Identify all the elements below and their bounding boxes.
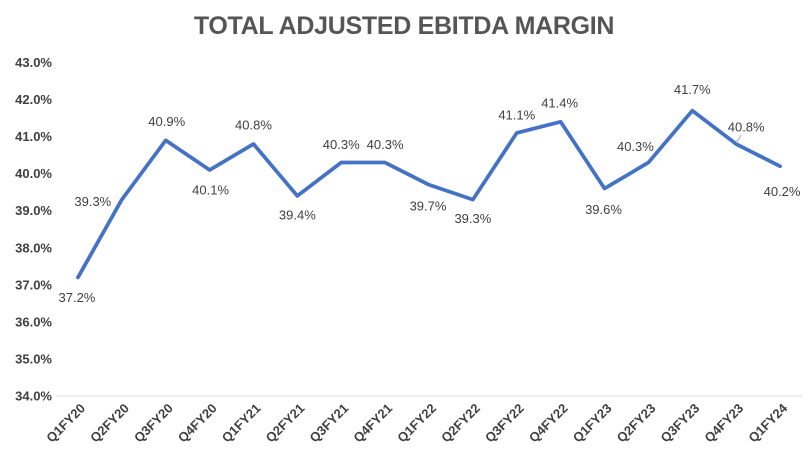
- data-point-label: 40.1%: [192, 182, 229, 197]
- y-axis-tick-label: 42.0%: [15, 92, 52, 107]
- x-axis-category-label: Q3FY21: [307, 401, 352, 446]
- label-leader-line: [735, 134, 742, 144]
- series-line: [76, 108, 782, 280]
- x-axis-category-label: Q2FY23: [614, 401, 659, 446]
- data-point-label: 39.4%: [279, 207, 316, 222]
- x-axis-category-label: Q3FY22: [482, 401, 527, 446]
- y-axis-tick-label: 43.0%: [15, 55, 52, 70]
- data-point-label: 40.3%: [323, 137, 360, 152]
- x-axis-category-label: Q1FY22: [394, 401, 439, 446]
- x-axis-category-label: Q4FY23: [701, 401, 746, 446]
- data-point-label: 39.3%: [454, 211, 491, 226]
- x-axis-category-label: Q4FY22: [526, 401, 571, 446]
- y-axis-tick-label: 39.0%: [15, 203, 52, 218]
- data-point-label: 39.3%: [74, 194, 111, 209]
- data-point-label: 37.2%: [59, 290, 96, 305]
- data-point-label: 39.7%: [410, 198, 447, 213]
- data-point-label: 40.3%: [367, 137, 404, 152]
- y-axis-tick-label: 34.0%: [15, 389, 52, 404]
- y-axis-tick-label: 35.0%: [15, 351, 52, 366]
- x-axis-category-label: Q4FY20: [175, 401, 220, 446]
- y-axis-tick-label: 36.0%: [15, 314, 52, 329]
- x-axis-category-label: Q1FY20: [43, 401, 88, 446]
- x-axis-category-label: Q3FY20: [131, 401, 176, 446]
- data-point-label: 40.8%: [728, 120, 765, 135]
- data-point-label: 40.3%: [617, 139, 654, 154]
- x-axis-category-label: Q2FY22: [438, 401, 483, 446]
- x-axis-category-label: Q3FY23: [658, 401, 703, 446]
- y-axis-tick-label: 41.0%: [15, 129, 52, 144]
- x-axis-category-label: Q1FY21: [219, 401, 264, 446]
- y-axis-tick-label: 38.0%: [15, 240, 52, 255]
- data-point-label: 39.6%: [585, 202, 622, 217]
- data-point-label: 40.2%: [764, 184, 801, 199]
- x-axis-category-label: Q1FY24: [745, 400, 790, 445]
- data-point-label: 40.9%: [148, 114, 185, 129]
- chart-title: TOTAL ADJUSTED EBITDA MARGIN: [193, 12, 615, 40]
- x-axis-category-label: Q4FY21: [350, 401, 395, 446]
- x-axis-category-label: Q2FY20: [87, 401, 132, 446]
- data-point-label: 41.1%: [498, 107, 535, 122]
- y-axis-tick-label: 37.0%: [15, 277, 52, 292]
- x-axis-category-label: Q2FY21: [263, 401, 308, 446]
- data-point-label: 41.4%: [541, 95, 578, 110]
- x-axis-category-label: Q1FY23: [570, 401, 615, 446]
- data-point-label: 41.7%: [674, 82, 711, 97]
- data-point-label: 40.8%: [235, 118, 272, 133]
- y-axis-tick-label: 40.0%: [15, 166, 52, 181]
